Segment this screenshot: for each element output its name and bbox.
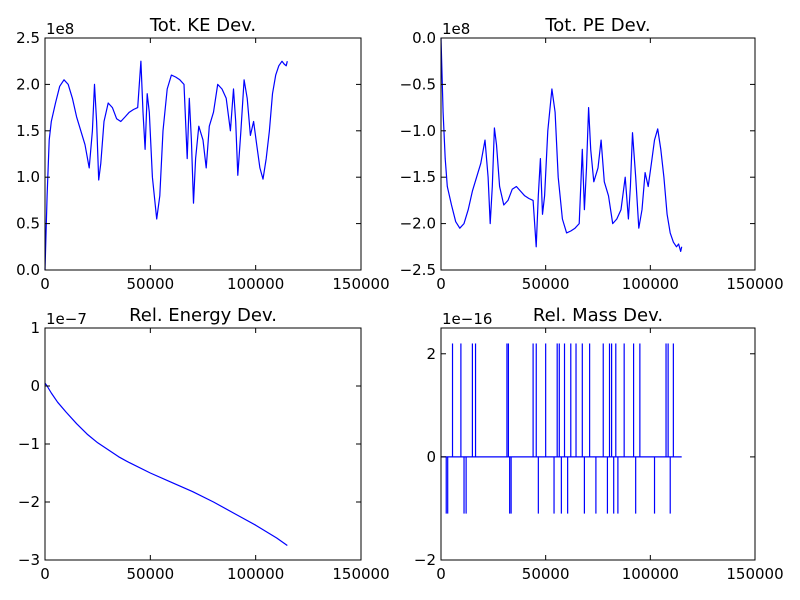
x-tick-label: 100000: [622, 275, 679, 293]
x-tick-label: 100000: [227, 275, 284, 293]
chart-title: Tot. PE Dev.: [544, 15, 650, 36]
x-tick-label: 0: [40, 275, 50, 293]
y-tick-label: 0.0: [16, 261, 40, 279]
y-tick-label: −2.0: [400, 215, 436, 233]
x-tick-label: 150000: [726, 565, 783, 583]
axis-offset-label: 1e−16: [442, 310, 492, 328]
y-tick-label: 1.5: [16, 122, 40, 140]
ke-panel: 0 50000 100000 150000 0.0 0.5 1.0 1.5 2.0 2.5 Tot.…: [16, 15, 389, 293]
y-tick-label: 1: [30, 319, 40, 337]
x-tick-label: 150000: [332, 565, 389, 583]
x-tick-label: 150000: [332, 275, 389, 293]
y-tick-label: −2.5: [400, 261, 436, 279]
axis-offset-label: 1e8: [442, 20, 470, 38]
axis-offset-label: 1e8: [46, 20, 74, 38]
x-tick-label: 0: [436, 565, 446, 583]
x-tick-label: 50000: [126, 565, 174, 583]
x-tick-label: 100000: [227, 565, 284, 583]
axes-frame: [440, 327, 756, 561]
x-tick-label: 50000: [126, 275, 174, 293]
x-tick-label: 0: [40, 565, 50, 583]
axes-frame: [44, 37, 362, 271]
energy-panel: 0 50000 100000 150000 1 0 −1 −2 −3 Rel. Energy De…: [18, 305, 390, 583]
x-tick-label: 50000: [522, 275, 570, 293]
axes-frame: [44, 327, 362, 561]
y-tick-label: −0.5: [400, 75, 436, 93]
y-tick-label: −2: [18, 493, 40, 511]
x-tick-label: 0: [436, 275, 446, 293]
y-tick-label: 1.0: [16, 168, 40, 186]
axes-frame: [440, 37, 756, 271]
y-tick-label: −1: [18, 435, 40, 453]
y-tick-label: 2: [426, 345, 436, 363]
x-tick-label: 150000: [726, 275, 783, 293]
series-line-0: [44, 60, 288, 271]
x-tick-label: 50000: [522, 565, 570, 583]
series-line-0: [440, 37, 683, 252]
y-tick-label: −1.0: [400, 122, 436, 140]
y-tick-label: 2.5: [16, 29, 40, 47]
y-tick-label: 0: [30, 377, 40, 395]
y-tick-label: −2: [414, 551, 436, 569]
chart-title: Rel. Mass Dev.: [533, 305, 663, 326]
axis-offset-label: 1e−7: [46, 310, 87, 328]
y-tick-label: 2.0: [16, 75, 40, 93]
pe-panel: 0 50000 100000 150000 0.0 −0.5 −1.0 −1.5 −2.0 −2.…: [400, 15, 784, 293]
y-tick-label: 0: [426, 448, 436, 466]
chart-title: Tot. KE Dev.: [149, 15, 256, 36]
chart-title: Rel. Energy Dev.: [129, 305, 277, 326]
y-tick-label: −3: [18, 551, 40, 569]
series-line-0: [44, 382, 288, 546]
y-tick-label: 0.0: [412, 29, 436, 47]
y-tick-label: 0.5: [16, 215, 40, 233]
x-tick-label: 100000: [622, 565, 679, 583]
y-tick-label: −1.5: [400, 168, 436, 186]
